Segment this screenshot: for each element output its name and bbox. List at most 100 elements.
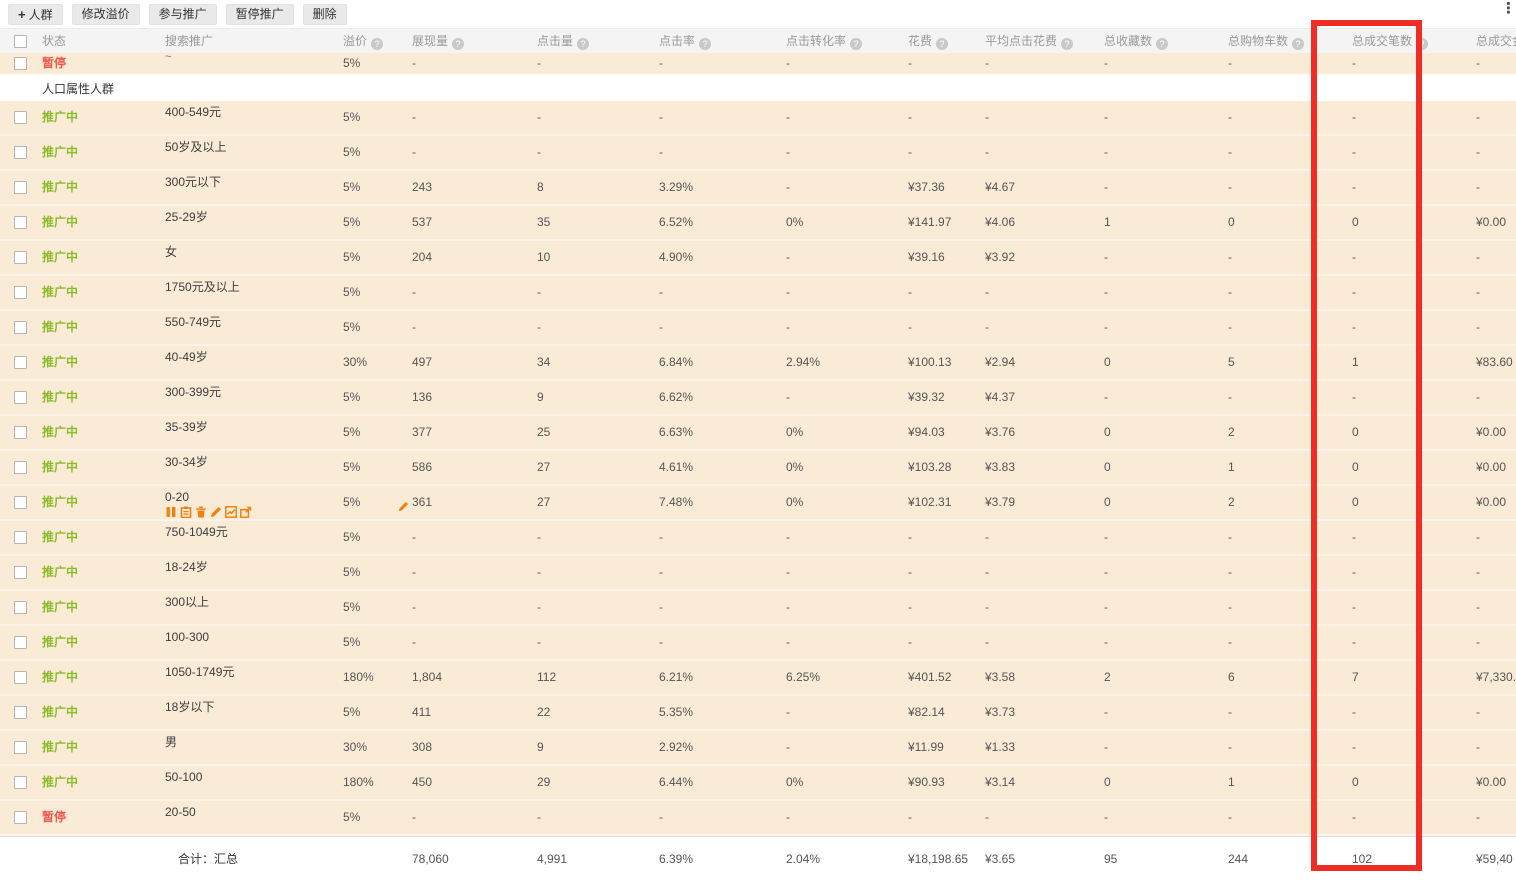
edit-icon[interactable]	[210, 506, 222, 518]
toolbar-button-暂停推广[interactable]: 暂停推广	[225, 4, 294, 25]
cell-clicks: 27	[537, 486, 659, 519]
select-all-checkbox[interactable]	[14, 35, 27, 49]
help-icon[interactable]: ?	[1156, 38, 1169, 50]
row-checkbox[interactable]	[14, 111, 27, 125]
value-impressions: -	[412, 56, 416, 70]
cell-impressions: 361	[412, 486, 537, 519]
row-checkbox[interactable]	[14, 496, 27, 510]
cell-status: 推广中	[42, 731, 165, 764]
status-badge: 推广中	[42, 215, 79, 229]
cell-premium: 5%	[343, 311, 412, 344]
cell-favorites: 0	[1104, 766, 1228, 799]
row-checkbox[interactable]	[14, 426, 27, 440]
row-checkbox[interactable]	[14, 531, 27, 545]
column-header-amount: 总成交金额	[1476, 29, 1516, 53]
row-checkbox[interactable]	[14, 57, 27, 71]
cell-ctr: -	[659, 591, 786, 624]
audience-name: 300元以下	[165, 175, 222, 189]
table-row: 推广中 35-39岁 5% 377 25 6.63% 0% ¥94.03 ¥3.76 0 2 0 ¥0.…	[0, 416, 1516, 451]
column-header-label: 总成交笔数	[1352, 34, 1413, 48]
cell-amount: -	[1476, 101, 1516, 134]
value-deals: -	[1352, 740, 1356, 754]
row-checkbox[interactable]	[14, 321, 27, 335]
row-checkbox[interactable]	[14, 601, 27, 615]
cell-deals: -	[1352, 53, 1476, 73]
help-icon[interactable]: ?	[1416, 38, 1429, 50]
cell-amount: ¥7,330.00	[1476, 661, 1516, 694]
value-avg_cost: ¥3.83	[985, 460, 1016, 474]
pause-icon[interactable]	[165, 506, 177, 518]
help-icon[interactable]: ?	[371, 38, 384, 50]
chart-icon[interactable]	[225, 506, 237, 518]
cell-carts: 0	[1228, 206, 1352, 239]
status-badge: 推广中	[42, 635, 79, 649]
delete-icon[interactable]	[195, 506, 207, 518]
value-deals: -	[1352, 145, 1356, 159]
row-checkbox[interactable]	[14, 216, 27, 230]
value-amount: -	[1476, 740, 1480, 754]
row-checkbox[interactable]	[14, 566, 27, 580]
row-checkbox[interactable]	[14, 671, 27, 685]
clipboard-icon[interactable]	[180, 506, 192, 519]
toolbar-button-add-audience[interactable]: + 人群	[8, 4, 63, 25]
cell-cvr: 0%	[786, 766, 908, 799]
value-cvr: -	[786, 600, 790, 614]
cell-ctr: -	[659, 311, 786, 344]
value-carts: -	[1228, 56, 1232, 70]
audience-name: 50岁及以上	[165, 140, 227, 154]
row-checkbox[interactable]	[14, 636, 27, 650]
row-checkbox[interactable]	[14, 706, 27, 720]
more-options-icon[interactable]: ⋮	[1501, 0, 1516, 17]
help-icon[interactable]: ?	[577, 38, 590, 50]
value-carts: -	[1228, 600, 1232, 614]
total-value-clicks: 4,991	[537, 851, 568, 866]
total-value-carts: 244	[1228, 851, 1249, 866]
toolbar-button-参与推广[interactable]: 参与推广	[148, 4, 217, 25]
cell-deals: -	[1352, 171, 1476, 204]
help-icon[interactable]: ?	[699, 38, 712, 50]
cell-cvr: 0%	[786, 486, 908, 519]
export-icon[interactable]	[240, 506, 252, 518]
premium-edit-icon[interactable]	[398, 492, 409, 512]
row-checkbox[interactable]	[14, 181, 27, 195]
value-deals: -	[1352, 56, 1356, 70]
column-header-cvr: 点击转化率?	[786, 29, 908, 53]
value-clicks: -	[537, 635, 541, 649]
value-carts: -	[1228, 530, 1232, 544]
cell-carts: -	[1228, 311, 1352, 344]
row-checkbox[interactable]	[14, 811, 27, 825]
toolbar-button-删除[interactable]: 删除	[302, 4, 347, 25]
audience-name: 18岁以下	[165, 700, 215, 714]
cell-cvr: 0%	[786, 451, 908, 484]
row-checkbox[interactable]	[14, 146, 27, 160]
row-checkbox[interactable]	[14, 461, 27, 475]
value-cost: ¥94.03	[908, 425, 945, 439]
value-favorites: -	[1104, 56, 1108, 70]
cell-cvr: 0%	[786, 416, 908, 449]
row-checkbox[interactable]	[14, 776, 27, 790]
row-checkbox[interactable]	[14, 356, 27, 370]
help-icon[interactable]: ?	[850, 38, 863, 50]
help-icon[interactable]: ?	[1292, 38, 1305, 50]
cell-name: 35-39岁	[165, 416, 343, 434]
cell-status: 推广中	[42, 276, 165, 309]
help-icon[interactable]: ?	[936, 38, 949, 50]
help-icon[interactable]: ?	[1061, 38, 1074, 50]
cell-cost: ¥11.99	[908, 731, 985, 764]
value-impressions: 537	[412, 215, 433, 229]
help-icon[interactable]: ?	[452, 38, 465, 50]
toolbar-button-修改溢价[interactable]: 修改溢价	[71, 4, 140, 25]
cell-ctr: 6.62%	[659, 381, 786, 414]
cell-amount: -	[1476, 591, 1516, 624]
row-checkbox[interactable]	[14, 286, 27, 300]
value-ctr: -	[659, 530, 663, 544]
column-header-label: 搜索推广	[165, 34, 214, 48]
row-checkbox[interactable]	[14, 251, 27, 265]
cell-premium: 5%	[343, 381, 412, 414]
audience-name: 300以上	[165, 595, 210, 609]
value-clicks: -	[537, 565, 541, 579]
row-checkbox[interactable]	[14, 741, 27, 755]
cell-cost: -	[908, 101, 985, 134]
row-checkbox[interactable]	[14, 391, 27, 405]
value-ctr: 6.52%	[659, 215, 694, 229]
